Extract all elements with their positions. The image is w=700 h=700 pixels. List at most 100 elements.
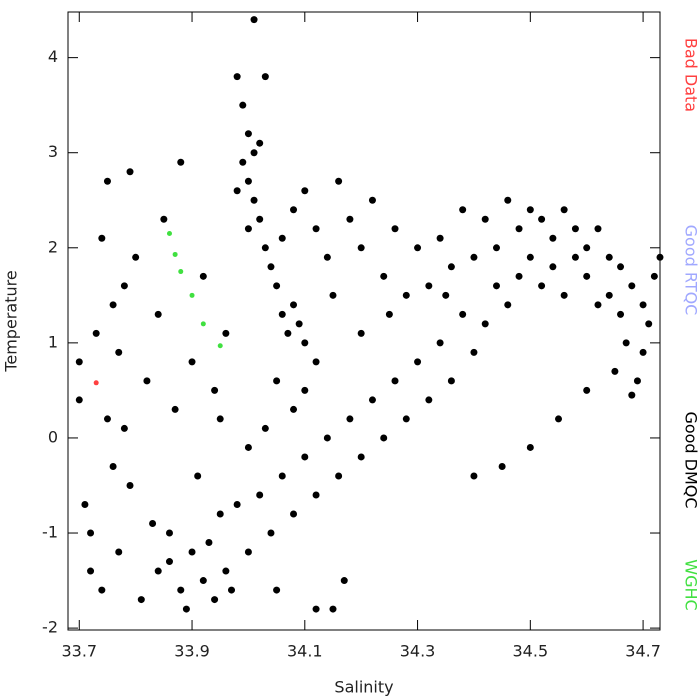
data-point [622, 339, 630, 347]
data-point [538, 282, 546, 290]
data-point [295, 320, 303, 328]
data-point [447, 377, 455, 385]
data-point [425, 282, 433, 290]
legend-entry: Good DMQC [682, 411, 700, 508]
data-point [391, 377, 399, 385]
data-point [199, 577, 207, 585]
data-point [92, 329, 100, 337]
data-point [233, 73, 241, 81]
data-point [273, 377, 281, 385]
data-point [109, 462, 117, 470]
x-tick-label: 33.9 [174, 642, 210, 661]
data-point [628, 282, 636, 290]
data-point [504, 301, 512, 309]
data-point [323, 253, 331, 261]
data-point [526, 443, 534, 451]
data-point [402, 415, 410, 423]
y-tick-label: -1 [42, 523, 58, 542]
legend-entry: Bad Data [682, 38, 700, 112]
data-point [256, 491, 264, 499]
data-point [301, 386, 309, 394]
data-point [81, 500, 89, 508]
data-point [250, 149, 258, 157]
data-point [188, 548, 196, 556]
x-axis-label: Salinity [334, 678, 393, 697]
data-point [93, 380, 99, 386]
data-point [233, 500, 241, 508]
data-point [211, 386, 219, 394]
data-point [549, 234, 557, 242]
data-point [481, 215, 489, 223]
data-point [633, 377, 641, 385]
data-point [165, 558, 173, 566]
data-point [605, 253, 613, 261]
data-point [470, 348, 478, 356]
data-point [75, 358, 83, 366]
data-point [244, 130, 252, 138]
data-point [656, 253, 664, 261]
data-point [160, 215, 168, 223]
data-point [244, 177, 252, 185]
data-point [290, 510, 298, 518]
data-point [177, 586, 185, 594]
data-point [120, 282, 128, 290]
data-point [442, 291, 450, 299]
data-point [244, 225, 252, 233]
data-point [154, 310, 162, 318]
data-point [368, 196, 376, 204]
data-point [211, 596, 219, 604]
data-point [611, 367, 619, 375]
data-point [115, 548, 123, 556]
data-point [178, 269, 184, 275]
data-point [583, 272, 591, 280]
data-point [402, 291, 410, 299]
y-tick-label: 1 [48, 332, 58, 351]
data-point [182, 605, 190, 613]
data-point [103, 415, 111, 423]
data-point [560, 206, 568, 214]
data-point [323, 434, 331, 442]
data-point [177, 158, 185, 166]
data-point [571, 225, 579, 233]
data-point [414, 358, 422, 366]
data-point [346, 215, 354, 223]
data-point [504, 196, 512, 204]
data-point [261, 244, 269, 252]
data-point [594, 225, 602, 233]
data-point [273, 282, 281, 290]
data-point [126, 481, 134, 489]
data-point [380, 434, 388, 442]
y-axis-label: Temperature [2, 270, 21, 372]
data-point [217, 343, 223, 349]
data-point [391, 225, 399, 233]
y-tick-label: -2 [42, 618, 58, 637]
data-point [436, 339, 444, 347]
data-point [171, 405, 179, 413]
data-point [645, 320, 653, 328]
data-point [538, 215, 546, 223]
data-point [312, 358, 320, 366]
data-point [132, 253, 140, 261]
data-point [312, 605, 320, 613]
data-point [228, 586, 236, 594]
data-point [165, 529, 173, 537]
data-point [470, 253, 478, 261]
data-point [216, 415, 224, 423]
data-point [594, 301, 602, 309]
data-point [244, 548, 252, 556]
data-point [256, 139, 264, 147]
data-point [555, 415, 563, 423]
data-point [115, 348, 123, 356]
data-point [290, 301, 298, 309]
data-point [492, 244, 500, 252]
data-point [87, 529, 95, 537]
data-point [492, 282, 500, 290]
data-point [273, 586, 281, 594]
data-point [290, 206, 298, 214]
data-point [312, 225, 320, 233]
data-point [605, 291, 613, 299]
data-point [267, 529, 275, 537]
data-point [126, 168, 134, 176]
legend-entry: Good RTQC [682, 225, 700, 316]
data-point [526, 253, 534, 261]
